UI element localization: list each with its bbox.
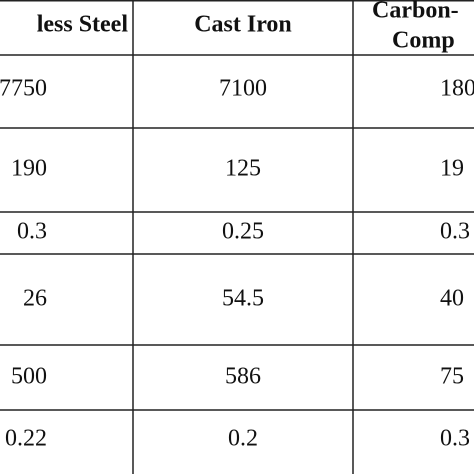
table-cell: 0.3 (440, 219, 470, 245)
header-cell: Cast Iron (194, 12, 292, 38)
table-cell: 75 (440, 364, 464, 390)
table-cell: 0.3 (17, 219, 47, 245)
table-cell: 586 (225, 364, 261, 390)
table-cell: 0.22 (5, 426, 47, 452)
header-cell: less Steel (37, 12, 129, 38)
table-cell: 190 (11, 156, 47, 182)
table-cell: 0.2 (228, 426, 258, 452)
table-cell: 54.5 (222, 286, 264, 312)
table-cell: 40 (440, 286, 464, 312)
table-cell: 26 (23, 286, 47, 312)
header-cell: Comp (392, 28, 455, 54)
header-cell: Carbon- (372, 0, 459, 24)
table-cell: 125 (225, 156, 261, 182)
table-body: 7750 7100 180 190 125 19 0.3 0.25 0.3 26 54.5 40 500… (0, 76, 474, 452)
table-cell: 0.3 (440, 426, 470, 452)
table-cell: 500 (11, 364, 47, 390)
table-cell: 0.25 (222, 219, 264, 245)
table-cell: 7750 (0, 76, 47, 102)
table-cell: 180 (440, 76, 474, 102)
table-cell: 7100 (219, 76, 267, 102)
table-cell: 19 (440, 156, 464, 182)
